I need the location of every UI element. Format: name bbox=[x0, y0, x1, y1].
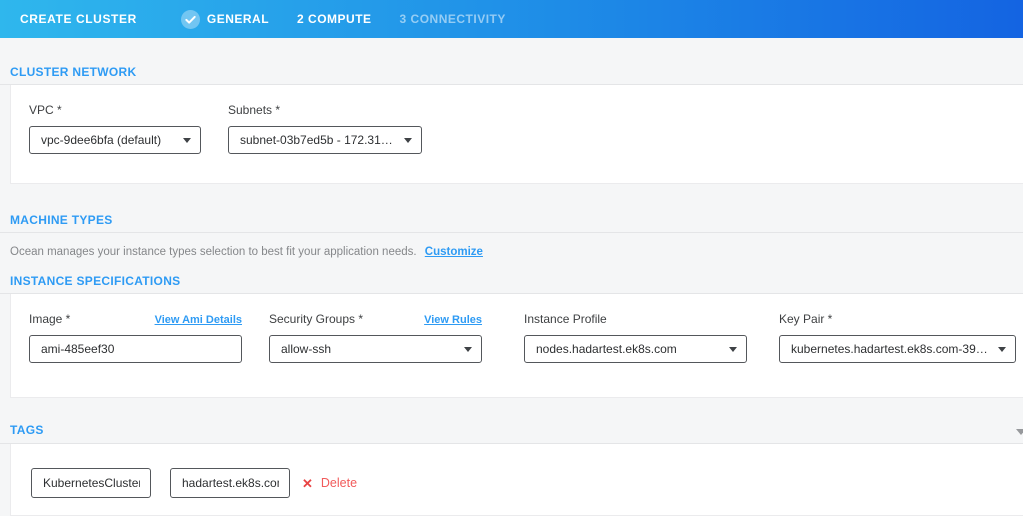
collapse-section-chevron-icon[interactable] bbox=[1016, 429, 1023, 435]
delete-tag-label: Delete bbox=[320, 476, 358, 490]
delete-tag-button[interactable]: ✕ Delete bbox=[302, 468, 357, 498]
tags-heading: TAGS bbox=[0, 398, 1023, 444]
tags-card: ✕ Delete bbox=[10, 444, 1023, 516]
wizard-title: CREATE CLUSTER bbox=[20, 12, 137, 26]
tab-general[interactable]: GENERAL bbox=[180, 9, 270, 29]
chevron-down-icon bbox=[183, 137, 191, 143]
cluster-network-title: CLUSTER NETWORK bbox=[10, 65, 137, 79]
instance-profile-selected-value: nodes.hadartest.ek8s.com bbox=[536, 342, 677, 356]
vpc-select[interactable]: vpc-9dee6bfa (default) bbox=[29, 126, 201, 154]
chevron-down-icon bbox=[729, 346, 737, 352]
key-pair-selected-value: kubernetes.hadartest.ek8s.com-39:84:a5:9… bbox=[791, 342, 990, 356]
security-groups-select[interactable]: allow-ssh bbox=[269, 335, 482, 363]
image-field: Image * View Ami Details bbox=[29, 312, 242, 397]
cluster-network-heading: CLUSTER NETWORK bbox=[0, 38, 1023, 85]
chevron-down-icon bbox=[464, 346, 472, 352]
subnets-field: Subnets * subnet-03b7ed5b - 172.31.0.0/2… bbox=[228, 103, 422, 183]
security-groups-label-row: Security Groups * View Rules bbox=[269, 312, 482, 326]
tab-compute-label: 2 COMPUTE bbox=[297, 12, 372, 26]
key-pair-field: Key Pair * kubernetes.hadartest.ek8s.com… bbox=[779, 312, 1016, 397]
instance-specifications-heading: INSTANCE SPECIFICATIONS bbox=[0, 259, 1023, 294]
tab-connectivity-label: 3 CONNECTIVITY bbox=[399, 12, 506, 26]
instance-specifications-title: INSTANCE SPECIFICATIONS bbox=[10, 274, 181, 288]
delete-x-icon: ✕ bbox=[302, 475, 313, 491]
instance-profile-label: Instance Profile bbox=[524, 312, 607, 326]
security-groups-selected-value: allow-ssh bbox=[281, 342, 332, 356]
view-rules-link[interactable]: View Rules bbox=[424, 314, 482, 326]
instance-profile-select[interactable]: nodes.hadartest.ek8s.com bbox=[524, 335, 747, 363]
machine-types-heading: MACHINE TYPES bbox=[0, 184, 1023, 233]
tab-general-label: GENERAL bbox=[206, 12, 270, 26]
view-ami-details-link[interactable]: View Ami Details bbox=[154, 314, 242, 326]
instance-profile-field: Instance Profile nodes.hadartest.ek8s.co… bbox=[524, 312, 747, 397]
image-label: Image * bbox=[29, 312, 71, 326]
key-pair-label: Key Pair * bbox=[779, 312, 833, 326]
security-groups-label: Security Groups * bbox=[269, 312, 364, 326]
image-label-row: Image * View Ami Details bbox=[29, 312, 242, 326]
customize-link[interactable]: Customize bbox=[424, 246, 483, 258]
tag-key-input[interactable] bbox=[31, 468, 151, 498]
chevron-down-icon bbox=[404, 137, 412, 143]
vpc-field: VPC * vpc-9dee6bfa (default) bbox=[29, 103, 201, 183]
instance-specifications-card: Image * View Ami Details Security Groups… bbox=[10, 294, 1023, 398]
machine-types-description: Ocean manages your instance types select… bbox=[10, 246, 417, 258]
vpc-label: VPC * bbox=[29, 103, 62, 117]
check-circle-icon bbox=[180, 9, 200, 29]
cluster-network-card: VPC * vpc-9dee6bfa (default) Subnets * s… bbox=[10, 85, 1023, 184]
vpc-selected-value: vpc-9dee6bfa (default) bbox=[41, 133, 162, 147]
machine-types-title: MACHINE TYPES bbox=[10, 213, 113, 227]
key-pair-select[interactable]: kubernetes.hadartest.ek8s.com-39:84:a5:9… bbox=[779, 335, 1016, 363]
tag-value-input[interactable] bbox=[170, 468, 290, 498]
subnets-selected-value: subnet-03b7ed5b - 172.31.0.0/20 ... bbox=[240, 133, 396, 147]
tab-compute[interactable]: 2 COMPUTE bbox=[297, 12, 372, 26]
tab-connectivity[interactable]: 3 CONNECTIVITY bbox=[400, 12, 506, 26]
security-groups-field: Security Groups * View Rules allow-ssh bbox=[269, 312, 482, 397]
wizard-header: CREATE CLUSTER GENERAL 2 COMPUTE 3 CONNE… bbox=[0, 0, 1023, 38]
subnets-select[interactable]: subnet-03b7ed5b - 172.31.0.0/20 ... bbox=[228, 126, 422, 154]
tags-title: TAGS bbox=[10, 423, 44, 437]
image-input[interactable] bbox=[29, 335, 242, 363]
chevron-down-icon bbox=[998, 346, 1006, 352]
machine-types-description-row: Ocean manages your instance types select… bbox=[0, 233, 1023, 259]
subnets-label: Subnets * bbox=[228, 103, 281, 117]
